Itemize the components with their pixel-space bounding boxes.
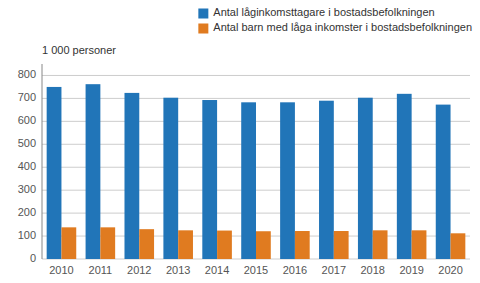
y-tick-label: 300 [18,183,36,195]
legend-swatch [198,24,208,34]
y-tick-label: 600 [18,114,36,126]
y-axis-line [42,64,43,259]
x-tick-label: 2012 [127,264,151,276]
legend-swatch [198,9,208,19]
y-tick-label: 800 [18,68,36,80]
legend: Antal låginkomsttagare i bostadsbefolkni… [198,6,472,33]
bar [86,84,101,259]
bar [139,229,154,259]
bars [47,84,466,259]
bar [280,102,295,259]
x-tick-label: 2020 [438,264,462,276]
bar [47,87,62,259]
legend-label: Antal barn med låga inkomster i bostadsb… [213,21,472,33]
y-tick-label: 400 [18,160,36,172]
bar [217,231,232,259]
y-axis-label: 1 000 personer [42,44,116,56]
bar [358,98,373,259]
x-tick-label: 2017 [322,264,346,276]
bar [202,100,217,259]
x-axis: 2010 2011 2012 2013 2014 2015 2016 2017 2018 2019… [49,264,463,276]
y-tick-label: 700 [18,91,36,103]
bar [295,231,310,259]
bar [436,105,451,259]
x-tick-label: 2015 [244,264,268,276]
bar [334,231,349,259]
bar [373,230,388,259]
bar [124,93,139,259]
bar [178,230,193,259]
y-tick-label: 200 [18,206,36,218]
bar [163,98,178,259]
chart: Antal låginkomsttagare i bostadsbefolkni… [0,0,480,283]
grid-line [42,75,470,76]
bar [451,233,466,259]
bar [256,231,271,259]
x-tick-label: 2013 [166,264,190,276]
bar [412,230,427,259]
bar [241,102,256,259]
x-tick-label: 2016 [283,264,307,276]
y-tick-label: 500 [18,137,36,149]
bar [100,227,115,259]
y-tick-label: 100 [18,229,36,241]
x-tick-label: 2010 [49,264,73,276]
legend-label: Antal låginkomsttagare i bostadsbefolkni… [213,6,434,18]
bar [61,227,76,259]
bar [397,94,412,259]
x-tick-label: 2011 [89,264,113,276]
bar [319,101,334,259]
y-axis: 0 100 200 300 400 500 600 700 800 [18,68,470,264]
y-tick-label: 0 [30,252,36,264]
x-tick-label: 2014 [205,264,229,276]
x-tick-label: 2018 [360,264,384,276]
x-tick-label: 2019 [399,264,423,276]
